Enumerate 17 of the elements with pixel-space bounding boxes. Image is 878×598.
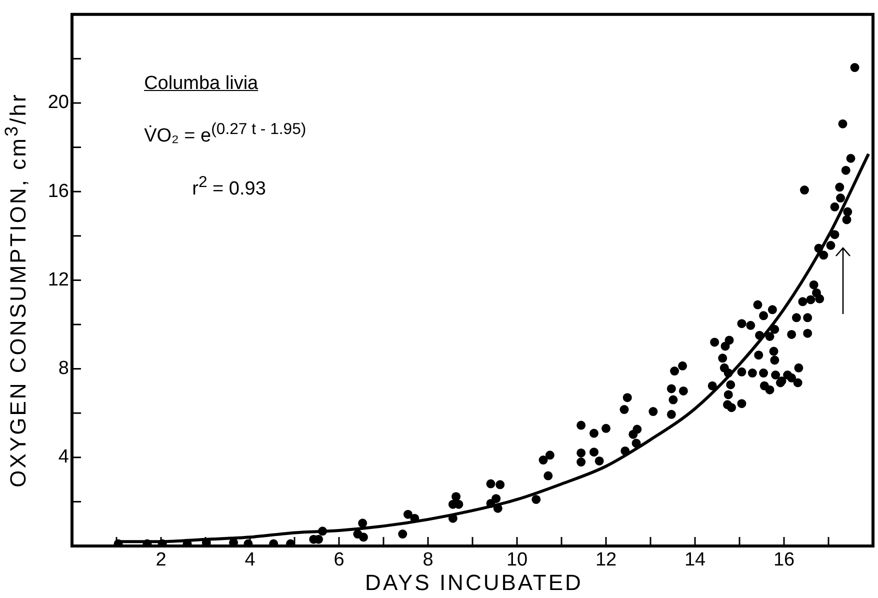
x-tick-label: 8 bbox=[422, 550, 434, 571]
x-tick-label: 12 bbox=[595, 550, 617, 571]
y-tick-label: 8 bbox=[58, 358, 69, 380]
x-tick-label: 2 bbox=[156, 550, 166, 571]
y-tick-label: 20 bbox=[48, 92, 69, 114]
x-tick-label: 16 bbox=[773, 550, 795, 571]
annotation: V̇O₂ = e$^{(0.27 t - 1.95)}$ bbox=[144, 120, 306, 148]
x-tick-label: 6 bbox=[334, 550, 344, 571]
y-tick-label: 16 bbox=[48, 180, 69, 202]
annotation: r$^{2}$ = 0.93 bbox=[192, 174, 266, 200]
x-axis-title: DAYS INCUBATED bbox=[365, 570, 583, 596]
x-tick-label: 14 bbox=[684, 550, 706, 571]
x-tick-label: 10 bbox=[506, 550, 528, 571]
x-tick-label: 4 bbox=[244, 550, 256, 571]
y-tick-label: 4 bbox=[58, 446, 70, 468]
y-tick-label: 12 bbox=[48, 269, 69, 290]
annotation: Columba livia bbox=[144, 72, 258, 95]
